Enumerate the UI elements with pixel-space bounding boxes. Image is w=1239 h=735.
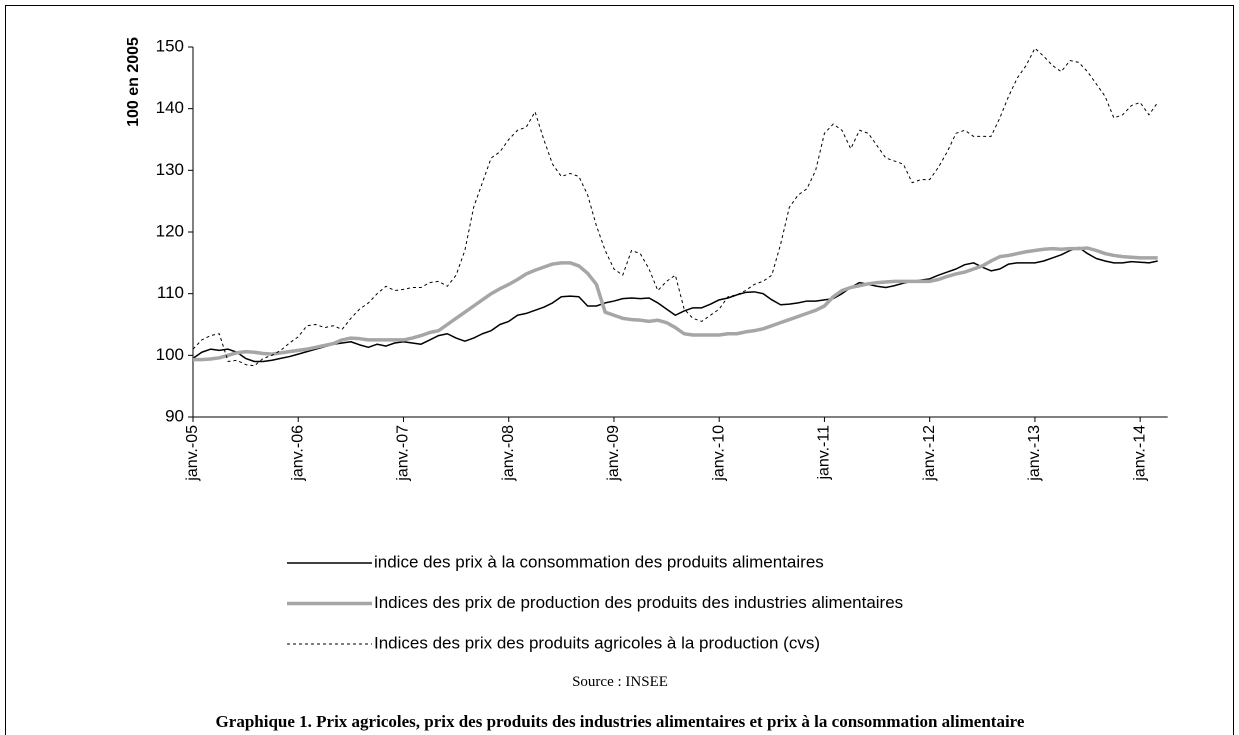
- x-tick-label: janv.-06: [289, 425, 306, 482]
- y-tick-label: 140: [156, 98, 184, 117]
- x-tick-label: janv.-05: [184, 425, 201, 482]
- x-tick-label: janv.-13: [1026, 425, 1043, 482]
- y-axis-label: 100 en 2005: [125, 37, 142, 127]
- y-tick-label: 130: [156, 160, 184, 179]
- legend-label: Indices des prix de production des produ…: [374, 593, 903, 612]
- y-tick-label: 150: [156, 36, 184, 55]
- x-tick-label: janv.-09: [605, 425, 622, 482]
- caption: Graphique 1. Prix agricoles, prix des pr…: [216, 712, 1025, 731]
- x-tick-label: janv.-12: [921, 425, 938, 482]
- x-tick-label: janv.-08: [500, 425, 517, 482]
- series-line: [192, 47, 1159, 367]
- source: Source : INSEE: [572, 674, 668, 690]
- x-tick-label: janv.-10: [710, 425, 727, 482]
- series-line: [193, 246, 1158, 362]
- y-tick-label: 100: [156, 345, 184, 364]
- y-tick-label: 120: [156, 221, 184, 240]
- frame: [5, 5, 1234, 735]
- x-tick-label: janv.-07: [395, 425, 412, 482]
- y-tick-label: 90: [165, 406, 184, 425]
- legend-label: Indices des prix des produits agricoles …: [374, 633, 820, 652]
- legend-label: indice des prix à la consommation des pr…: [374, 552, 824, 571]
- x-tick-label: janv.-11: [816, 425, 833, 481]
- series-line: [192, 246, 1158, 363]
- y-tick-label: 110: [157, 283, 184, 302]
- x-tick-label: janv.-14: [1131, 425, 1148, 482]
